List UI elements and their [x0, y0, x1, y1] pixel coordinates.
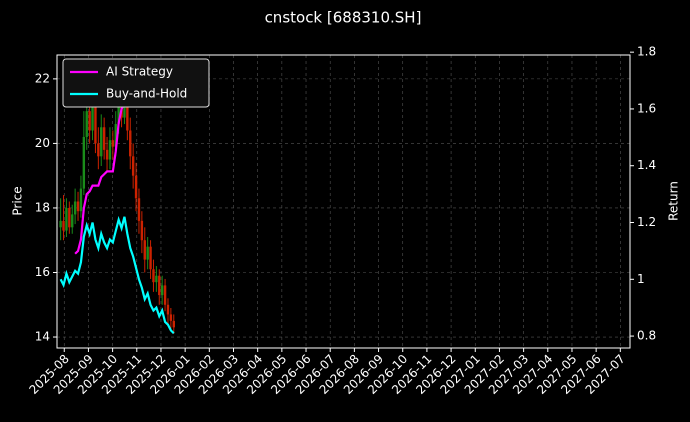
y2-tick-label: 1: [637, 272, 645, 286]
candle-body: [160, 285, 164, 296]
candle-body: [129, 130, 132, 157]
plot-frame: [56, 54, 631, 349]
candle-body: [149, 246, 152, 270]
y-axis-label: Price: [11, 186, 25, 215]
candle-body: [97, 143, 100, 157]
y-tick-label: 16: [35, 265, 50, 279]
candle-body: [146, 246, 149, 260]
legend-label: Buy-and-Hold: [106, 87, 187, 101]
candle-body: [152, 269, 155, 283]
candle-body: [100, 127, 103, 157]
candle-body: [169, 314, 173, 321]
candle-body: [62, 220, 65, 231]
candle-body: [76, 201, 80, 212]
candle-body: [143, 240, 146, 260]
candle-body: [158, 275, 161, 296]
candle-body: [140, 220, 144, 241]
candle-body: [88, 111, 91, 131]
candle-body: [82, 136, 86, 189]
candle-body: [79, 188, 83, 212]
candle-body: [102, 127, 106, 150]
y-tick-label: 20: [35, 136, 50, 150]
y2-tick-label: 1.6: [637, 101, 656, 115]
candle-body: [155, 275, 158, 283]
y2-tick-label: 1.8: [637, 45, 656, 59]
y2-tick-label: 1.4: [637, 158, 656, 172]
chart-title: cnstock [688310.SH]: [265, 9, 422, 27]
y2-tick-label: 1.2: [637, 215, 656, 229]
candle-body: [126, 95, 129, 131]
candle-body: [105, 149, 109, 160]
y-tick-label: 22: [35, 71, 50, 85]
candle-body: [117, 101, 120, 125]
candle-body: [114, 124, 117, 147]
candle-body: [68, 207, 71, 228]
candle-body: [172, 320, 175, 328]
legend-box: [62, 58, 210, 108]
candle-body: [134, 175, 138, 199]
legend-label: AI Strategy: [106, 65, 173, 79]
candle-body: [108, 140, 112, 160]
candle-body: [71, 214, 74, 228]
candle-body: [166, 304, 170, 315]
line-series: [59, 215, 175, 335]
y-tick-label: 14: [35, 330, 50, 344]
candle-body: [131, 156, 135, 176]
candle-body: [59, 220, 62, 228]
candle-body: [65, 207, 68, 231]
candle-body: [111, 140, 115, 147]
candle-body: [137, 198, 141, 221]
candle-body: [94, 104, 97, 144]
candle-body: [73, 201, 77, 215]
candle-body: [91, 104, 94, 131]
candle-body: [163, 285, 167, 305]
plot-area: [57, 55, 630, 348]
y-tick-label: 18: [35, 200, 50, 214]
y2-axis-label: Return: [667, 181, 681, 221]
y2-tick-label: 0.8: [637, 329, 656, 343]
candle-body: [85, 111, 88, 137]
